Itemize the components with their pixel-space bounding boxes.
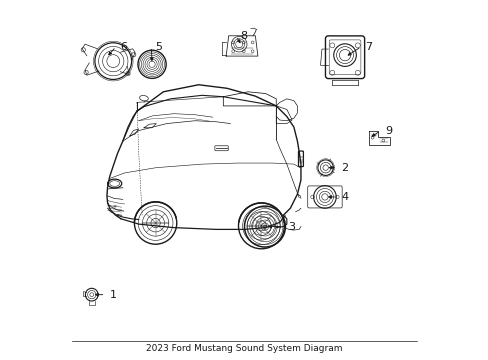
Text: 6: 6 [120,42,127,51]
Text: 1: 1 [109,290,117,300]
Text: 2023 Ford Mustang Sound System Diagram: 2023 Ford Mustang Sound System Diagram [146,344,342,353]
Text: 5: 5 [155,42,163,51]
Text: 7: 7 [365,42,372,51]
Text: 3: 3 [287,221,294,231]
Circle shape [263,225,266,228]
Text: 4: 4 [341,192,348,202]
Text: 8: 8 [240,31,247,41]
Text: 9: 9 [384,126,391,136]
Text: 2: 2 [341,163,348,173]
